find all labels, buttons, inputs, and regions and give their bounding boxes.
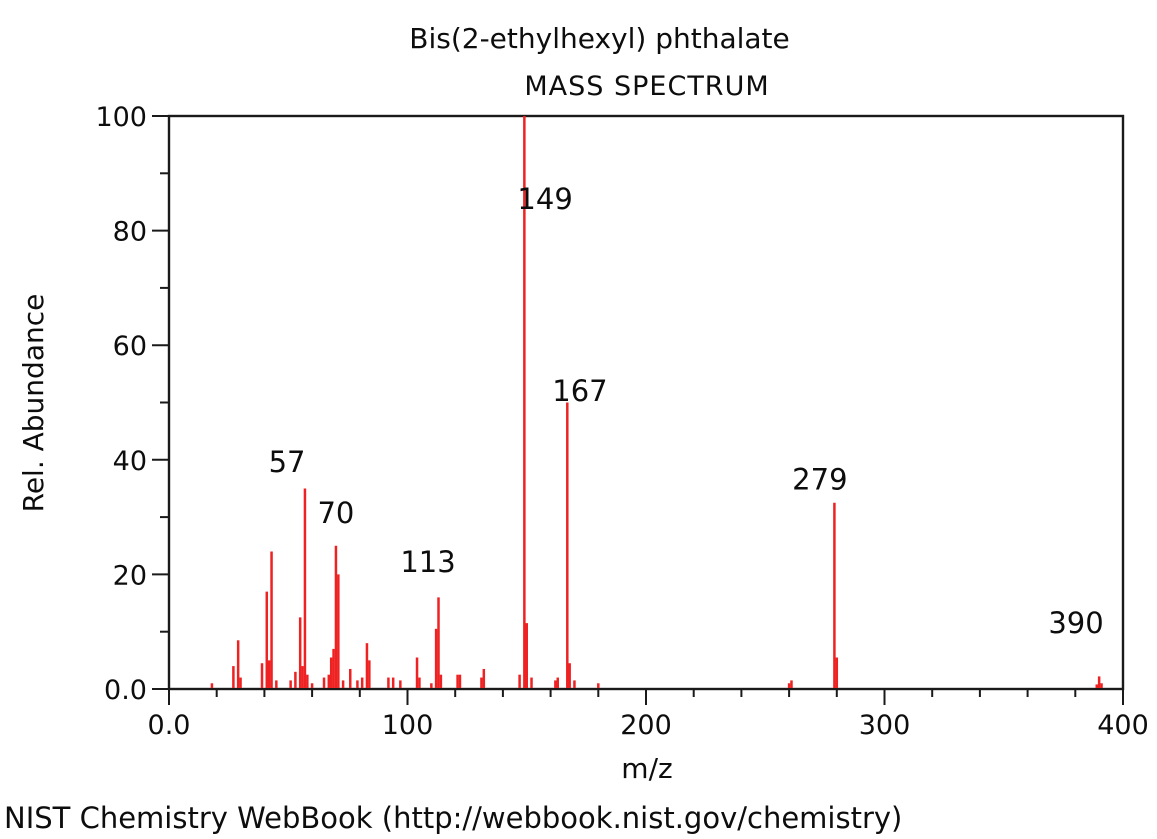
- plot-border: [167, 114, 1125, 691]
- peak-label-279: 279: [792, 462, 847, 496]
- y-tick-label: 60: [113, 331, 147, 362]
- peak-label-167: 167: [552, 374, 607, 408]
- y-tick-label: 40: [113, 446, 147, 477]
- x-axis-title: m/z: [621, 752, 673, 785]
- y-tick-label: 80: [113, 217, 147, 248]
- y-tick-label: 100: [95, 102, 147, 133]
- y-tick-label: 20: [113, 560, 147, 591]
- peak-label-390: 390: [1048, 606, 1103, 640]
- x-tick-label: 0.0: [148, 710, 191, 741]
- x-tick-label: 300: [859, 710, 911, 741]
- y-tick-label: 0.0: [104, 675, 147, 706]
- spectrum-subtitle: MASS SPECTRUM: [524, 71, 770, 102]
- footer-attribution: NIST Chemistry WebBook (http://webbook.n…: [4, 801, 903, 835]
- compound-title: Bis(2-ethylhexyl) phthalate: [409, 22, 790, 55]
- peak-label-70: 70: [317, 496, 354, 530]
- peak-label-57: 57: [269, 445, 306, 479]
- x-tick-label: 100: [382, 710, 434, 741]
- x-tick-label: 400: [1097, 710, 1149, 741]
- x-tick-label: 200: [620, 710, 672, 741]
- peak-label-149: 149: [517, 182, 572, 216]
- peak-label-113: 113: [400, 545, 455, 579]
